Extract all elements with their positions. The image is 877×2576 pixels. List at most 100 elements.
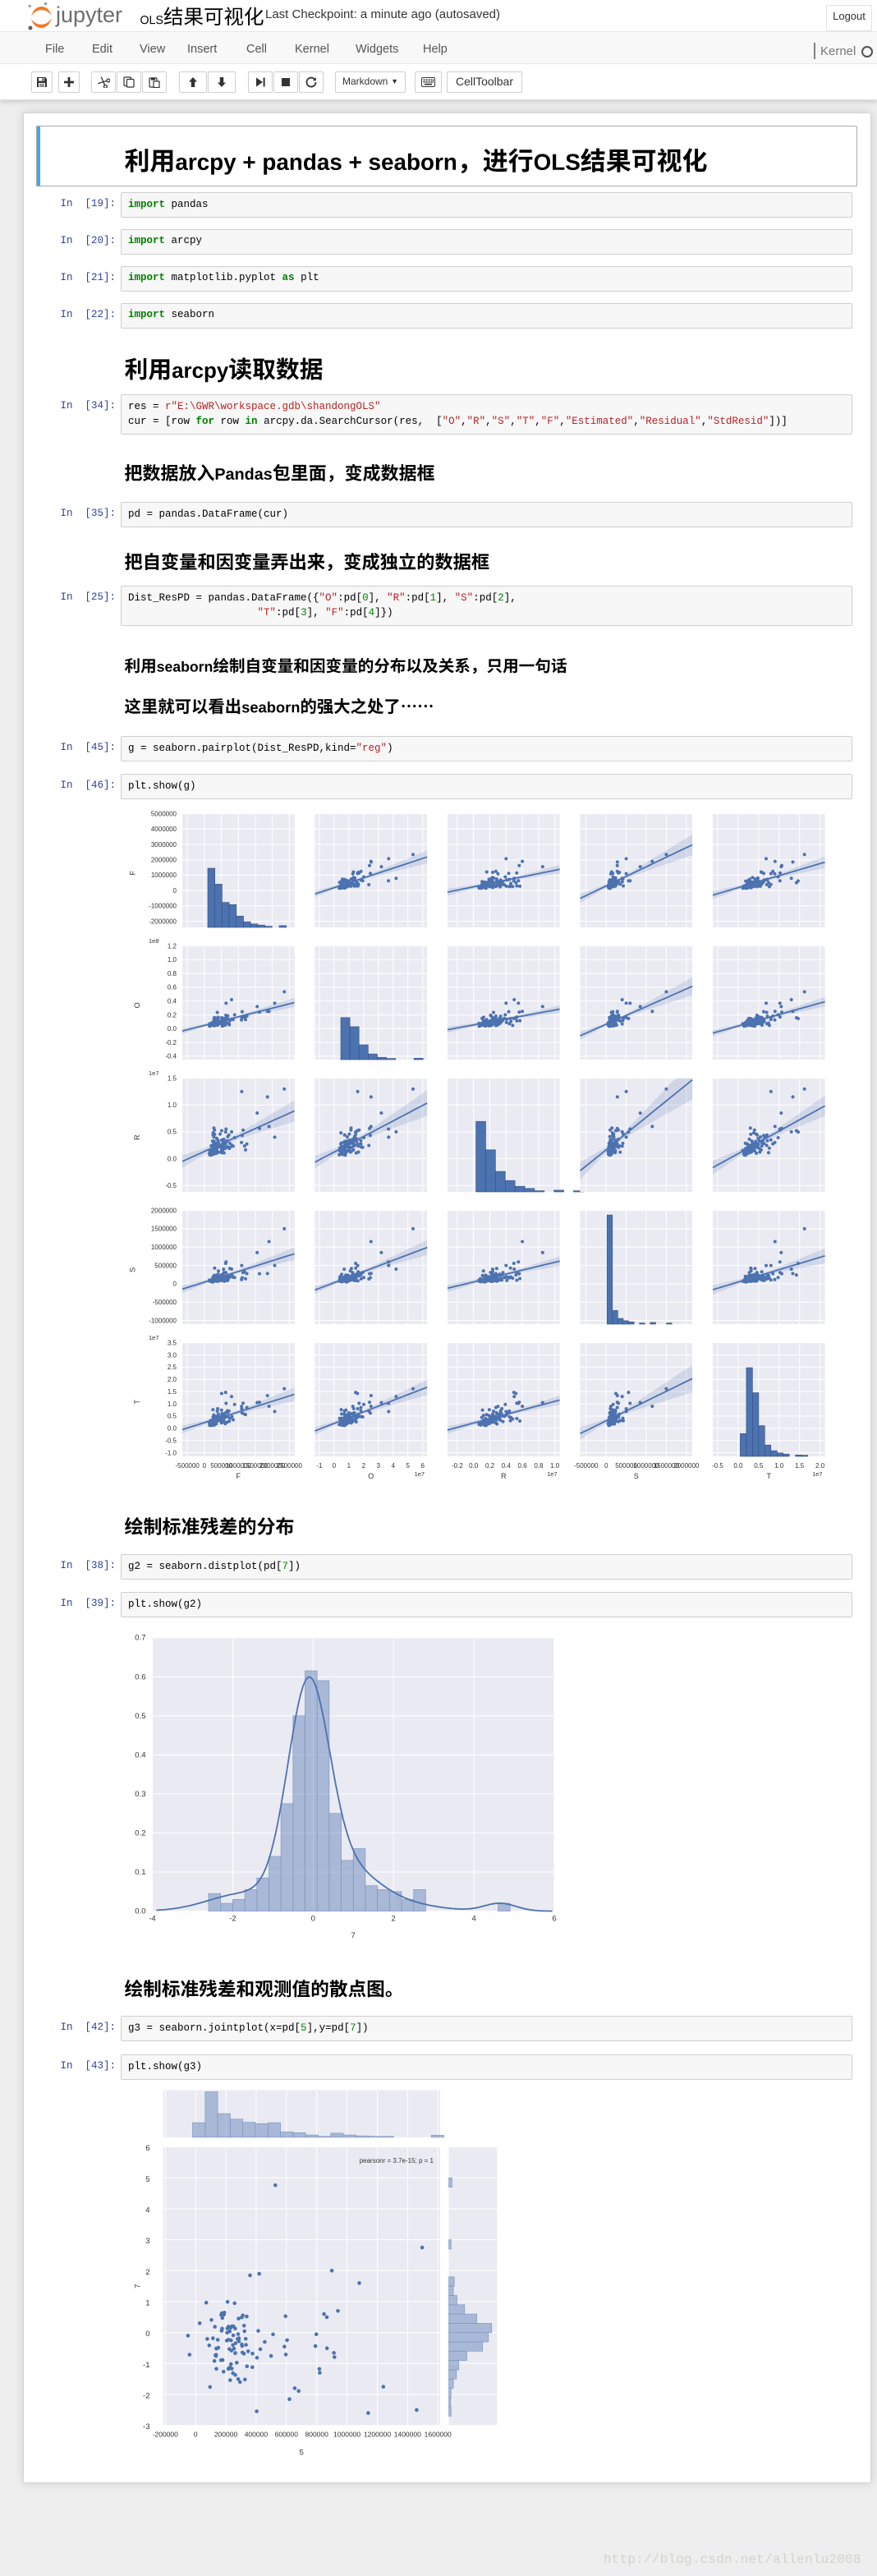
svg-text:0.6: 0.6: [135, 1672, 145, 1681]
svg-text:500000: 500000: [615, 1462, 637, 1470]
svg-text:0: 0: [145, 2330, 149, 2339]
svg-text:0.6: 0.6: [168, 984, 177, 991]
svg-text:-0.5: -0.5: [165, 1438, 177, 1445]
svg-text:6: 6: [145, 2144, 149, 2153]
svg-text:-4: -4: [149, 1915, 155, 1924]
svg-text:0: 0: [173, 887, 177, 895]
svg-text:F: F: [129, 871, 137, 876]
svg-text:1e7: 1e7: [149, 1334, 159, 1341]
svg-text:R: R: [133, 1134, 141, 1140]
svg-text:1e8: 1e8: [149, 937, 159, 945]
svg-text:0.5: 0.5: [135, 1712, 145, 1721]
svg-text:0: 0: [333, 1462, 337, 1470]
svg-text:1.0: 1.0: [168, 1401, 177, 1408]
svg-text:-1000000: -1000000: [149, 903, 177, 910]
svg-text:0.8: 0.8: [168, 970, 177, 978]
svg-text:1500000: 1500000: [654, 1462, 680, 1470]
svg-text:2: 2: [145, 2268, 149, 2277]
svg-text:0.2: 0.2: [168, 1011, 177, 1019]
svg-text:7: 7: [351, 1931, 356, 1940]
svg-text:1000000: 1000000: [151, 872, 177, 879]
svg-text:1600000: 1600000: [425, 2431, 452, 2439]
svg-text:0.7: 0.7: [135, 1634, 145, 1643]
svg-text:7: 7: [134, 2284, 143, 2288]
svg-text:1.2: 1.2: [168, 942, 177, 950]
svg-text:-500000: -500000: [176, 1462, 200, 1470]
svg-text:0.6: 0.6: [518, 1462, 528, 1470]
svg-text:1200000: 1200000: [364, 2431, 391, 2439]
svg-text:0.4: 0.4: [168, 998, 177, 1005]
svg-text:2: 2: [362, 1462, 366, 1470]
svg-text:0: 0: [311, 1915, 315, 1924]
svg-text:1.5: 1.5: [168, 1074, 177, 1082]
svg-text:-0.5: -0.5: [165, 1182, 177, 1189]
svg-text:0.0: 0.0: [168, 1155, 177, 1162]
svg-text:-500000: -500000: [574, 1462, 599, 1470]
svg-text:-2000000: -2000000: [149, 918, 177, 925]
svg-text:0.0: 0.0: [135, 1907, 145, 1916]
svg-text:5000000: 5000000: [151, 810, 177, 817]
svg-text:-0.2: -0.2: [165, 1039, 177, 1046]
svg-text:0.5: 0.5: [754, 1462, 764, 1470]
svg-text:4000000: 4000000: [151, 826, 177, 833]
svg-text:1.0: 1.0: [168, 1102, 177, 1109]
svg-text:1000000: 1000000: [226, 1462, 252, 1470]
svg-text:-1000000: -1000000: [149, 1317, 177, 1324]
svg-text:-2: -2: [229, 1915, 236, 1924]
svg-text:6: 6: [420, 1462, 425, 1470]
svg-text:1e7: 1e7: [547, 1470, 558, 1478]
svg-text:-0.4: -0.4: [165, 1053, 177, 1060]
svg-text:1400000: 1400000: [394, 2431, 421, 2439]
svg-text:-500000: -500000: [153, 1299, 177, 1306]
svg-text:500000: 500000: [210, 1462, 232, 1470]
svg-text:T: T: [133, 1400, 141, 1405]
svg-text:0.1: 0.1: [135, 1868, 145, 1877]
svg-text:1e7: 1e7: [415, 1470, 425, 1478]
svg-text:O: O: [368, 1472, 374, 1480]
svg-text:0.2: 0.2: [135, 1829, 145, 1838]
svg-text:0.4: 0.4: [135, 1750, 145, 1760]
svg-text:600000: 600000: [275, 2431, 299, 2439]
svg-text:800000: 800000: [305, 2431, 329, 2439]
svg-text:0.4: 0.4: [502, 1462, 512, 1470]
svg-text:pearsonr = 3.7e-15; p = 1: pearsonr = 3.7e-15; p = 1: [360, 2157, 434, 2164]
svg-text:1: 1: [145, 2299, 149, 2308]
svg-text:1.0: 1.0: [774, 1462, 784, 1470]
svg-text:2000000: 2000000: [151, 1207, 177, 1214]
svg-text:0.5: 0.5: [168, 1129, 177, 1136]
svg-text:0.0: 0.0: [168, 1425, 177, 1433]
svg-text:O: O: [133, 1002, 141, 1008]
svg-text:S: S: [634, 1472, 639, 1480]
svg-text:5: 5: [406, 1462, 410, 1470]
svg-text:-1.0: -1.0: [165, 1449, 177, 1456]
svg-text:-0.5: -0.5: [712, 1462, 723, 1470]
svg-text:-200000: -200000: [153, 2431, 178, 2439]
svg-text:5: 5: [300, 2449, 304, 2458]
svg-text:0.3: 0.3: [135, 1790, 145, 1799]
svg-text:0.0: 0.0: [469, 1462, 479, 1470]
svg-text:0.8: 0.8: [534, 1462, 544, 1470]
svg-text:5: 5: [145, 2175, 149, 2184]
svg-text:0.2: 0.2: [485, 1462, 495, 1470]
svg-text:3000000: 3000000: [151, 841, 177, 849]
svg-text:4: 4: [145, 2206, 149, 2215]
svg-text:2500000: 2500000: [277, 1462, 303, 1470]
svg-text:1500000: 1500000: [242, 1462, 269, 1470]
svg-text:0: 0: [604, 1462, 608, 1470]
svg-text:T: T: [767, 1472, 772, 1480]
svg-text:0: 0: [173, 1281, 177, 1288]
svg-text:4: 4: [471, 1915, 475, 1924]
svg-text:6: 6: [552, 1915, 556, 1924]
svg-text:3: 3: [377, 1462, 381, 1470]
svg-text:-1: -1: [316, 1462, 323, 1470]
svg-text:1000000: 1000000: [333, 2431, 360, 2439]
svg-text:-1: -1: [143, 2361, 149, 2370]
svg-text:2.0: 2.0: [168, 1376, 177, 1383]
svg-text:R: R: [501, 1472, 507, 1480]
svg-text:0.0: 0.0: [733, 1462, 743, 1470]
svg-text:200000: 200000: [214, 2431, 238, 2439]
svg-text:400000: 400000: [245, 2431, 269, 2439]
svg-text:1000000: 1000000: [633, 1462, 659, 1470]
svg-text:S: S: [129, 1267, 137, 1272]
svg-text:2: 2: [392, 1915, 396, 1924]
